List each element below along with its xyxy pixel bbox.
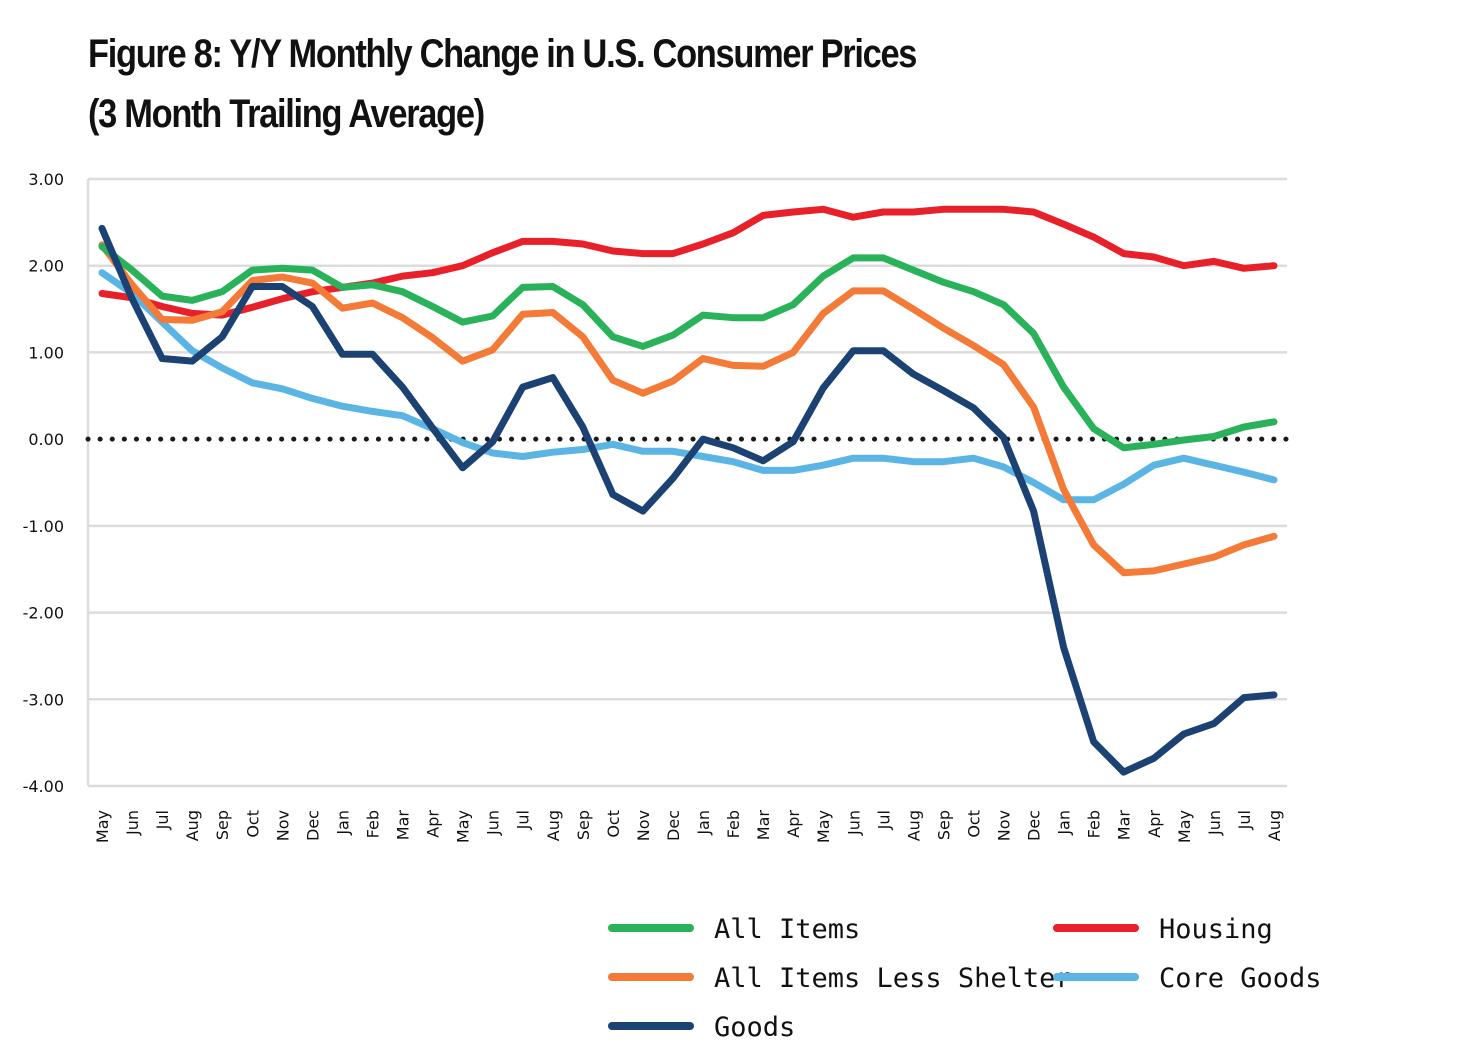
x-tick-label: Jun xyxy=(123,810,142,836)
x-tick-label: Mar xyxy=(1115,810,1134,841)
x-tick-label: Jan xyxy=(333,810,352,836)
x-tick-label: May xyxy=(814,810,833,843)
x-tick-label: Aug xyxy=(904,810,923,841)
chart-title-line-1: Figure 8: Y/Y Monthly Change in U.S. Con… xyxy=(88,32,917,76)
series-line-goods xyxy=(98,224,1278,776)
series-line-core-goods xyxy=(98,269,1278,504)
x-tick-label: Jan xyxy=(694,810,713,836)
legend: All Items All Items Less Shelter Goods Hous… xyxy=(608,914,1322,1043)
y-tick-label: -2.00 xyxy=(23,604,64,623)
x-tick-label: Jul xyxy=(1235,810,1254,830)
x-axis-tick-labels: May Jun Jul Aug Sep Oct Nov Dec Jan Feb Mar Apr May J… xyxy=(93,810,1284,844)
y-tick-label: 3.00 xyxy=(28,170,64,189)
x-tick-label: Apr xyxy=(1145,810,1164,838)
x-tick-label: Dec xyxy=(303,810,322,841)
y-tick-label: 0.00 xyxy=(28,430,64,449)
x-tick-label: Aug xyxy=(544,810,563,841)
x-tick-label: Oct xyxy=(243,810,262,838)
x-tick-label: May xyxy=(93,810,112,843)
x-tick-label: Oct xyxy=(604,810,623,838)
x-tick-label: Jun xyxy=(484,810,503,836)
x-tick-label: Feb xyxy=(724,810,743,838)
x-tick-label: Feb xyxy=(363,810,382,838)
series-line-housing xyxy=(98,205,1278,319)
x-tick-label: Jun xyxy=(1205,810,1224,836)
y-tick-label: 2.00 xyxy=(28,257,64,276)
series-lines xyxy=(98,205,1278,776)
x-tick-label: Jul xyxy=(153,810,172,830)
x-tick-label: Nov xyxy=(634,810,653,841)
x-tick-label: Mar xyxy=(394,810,413,841)
x-tick-label: Sep xyxy=(934,810,953,840)
x-tick-label: May xyxy=(454,810,473,843)
legend-label-all-items: All Items xyxy=(714,914,860,945)
y-tick-label: -4.00 xyxy=(23,777,64,796)
x-tick-label: Nov xyxy=(273,810,292,841)
y-tick-label: -1.00 xyxy=(23,517,64,536)
x-tick-label: Jan xyxy=(1055,810,1074,836)
x-tick-label: Aug xyxy=(183,810,202,841)
x-tick-label: Apr xyxy=(784,810,803,838)
y-tick-label: 1.00 xyxy=(28,343,64,362)
x-tick-label: Nov xyxy=(995,810,1014,841)
chart-title-line-2: (3 Month Trailing Average) xyxy=(88,92,485,136)
chart-title: Figure 8: Y/Y Monthly Change in U.S. Con… xyxy=(88,24,1051,144)
x-tick-label: Jul xyxy=(874,810,893,830)
y-tick-label: -3.00 xyxy=(23,690,64,709)
x-tick-label: Dec xyxy=(664,810,683,841)
x-tick-label: Sep xyxy=(574,810,593,840)
x-tick-label: Jul xyxy=(514,810,533,830)
x-tick-label: May xyxy=(1175,810,1194,843)
x-tick-label: Jun xyxy=(844,810,863,836)
legend-label-housing: Housing xyxy=(1159,914,1273,945)
series-line-all-items xyxy=(98,243,1278,452)
x-tick-label: Oct xyxy=(964,810,983,838)
x-tick-label: Mar xyxy=(754,810,773,841)
x-tick-label: Aug xyxy=(1265,810,1284,841)
y-axis-tick-labels: 3.00 2.00 1.00 0.00 -1.00 -2.00 -3.00 -4.00 xyxy=(23,170,64,796)
x-tick-label: Feb xyxy=(1085,810,1104,838)
x-tick-label: Dec xyxy=(1025,810,1044,841)
x-tick-label: Sep xyxy=(213,810,232,840)
legend-label-core-goods: Core Goods xyxy=(1159,963,1322,994)
x-tick-label: Apr xyxy=(424,810,443,838)
series-line-all-items-less-shelter xyxy=(98,241,1278,577)
legend-label-all-items-less-shelter: All Items Less Shelter xyxy=(714,963,1072,994)
legend-label-goods: Goods xyxy=(714,1012,795,1043)
